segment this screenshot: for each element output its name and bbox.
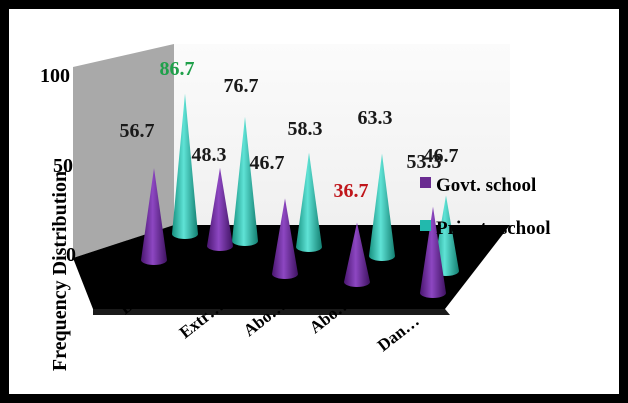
cone-govt xyxy=(207,167,233,251)
cone-private xyxy=(369,153,395,261)
cone-govt xyxy=(141,168,167,265)
data-label: 56.7 xyxy=(120,120,155,142)
y-axis-label: Frequency Distribution xyxy=(49,171,71,371)
data-labels: 56.7 48.3 46.7 36.7 53.3 86.7 76.7 58.3 63.3 46.7 xyxy=(120,58,459,202)
data-label: 58.3 xyxy=(288,118,323,140)
data-label: 76.7 xyxy=(224,75,259,97)
x-tick-label: Dan… xyxy=(374,311,423,355)
legend-label: Private school xyxy=(436,218,551,239)
cone-private xyxy=(172,93,198,240)
cone-govt xyxy=(272,198,298,279)
y-tick-label: 50 xyxy=(53,155,73,177)
data-label: 46.7 xyxy=(250,152,285,174)
data-label: 48.3 xyxy=(192,144,227,166)
side-wall xyxy=(73,44,174,258)
cones xyxy=(141,93,459,298)
data-label: 36.7 xyxy=(334,180,369,202)
cone-private xyxy=(296,152,322,252)
cone-govt xyxy=(420,206,446,298)
chart: 0 50 100 56.7 48.3 46.7 36.7 53.3 86.7 76.7 58.3 6… xyxy=(40,44,551,371)
y-axis: 0 50 100 xyxy=(40,65,76,266)
data-label: 63.3 xyxy=(358,107,393,129)
data-label: 53.3 xyxy=(407,151,442,173)
y-tick-label: 100 xyxy=(40,65,70,87)
floor-front-edge xyxy=(93,309,450,315)
data-label: 46.7 xyxy=(424,145,459,167)
y-tick-label: 0 xyxy=(66,244,76,266)
data-label: 86.7 xyxy=(160,58,195,80)
legend-label: Govt. school xyxy=(436,175,536,196)
legend-swatch xyxy=(420,177,431,188)
cone-govt xyxy=(344,222,370,287)
cone-private xyxy=(232,116,258,246)
legend-swatch xyxy=(420,220,431,231)
legend: Govt. school Private school xyxy=(420,175,551,239)
